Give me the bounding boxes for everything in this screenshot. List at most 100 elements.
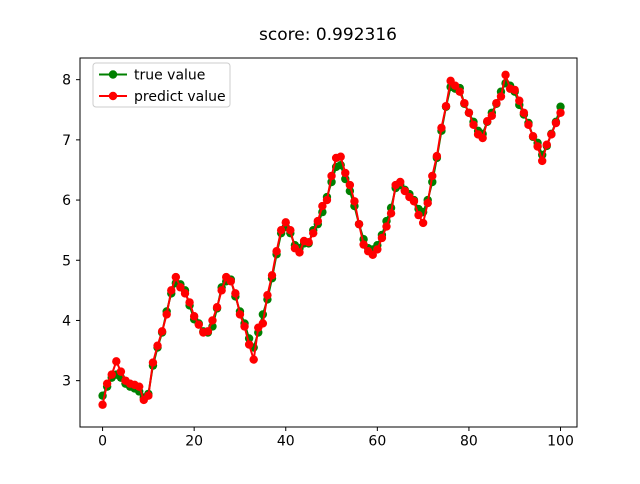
data-point-predict <box>515 96 524 105</box>
y-tick-label: 3 <box>62 374 71 390</box>
data-point-predict <box>194 320 203 329</box>
data-point-predict <box>501 70 510 80</box>
data-point-predict <box>542 140 551 149</box>
data-point-predict <box>153 341 162 350</box>
data-point-predict <box>295 248 304 257</box>
data-point-predict <box>176 283 185 292</box>
data-point-predict <box>272 247 281 256</box>
series-line-true <box>101 81 562 399</box>
data-point-predict <box>556 108 565 117</box>
data-point-predict <box>510 85 519 95</box>
data-point-predict <box>327 171 336 181</box>
data-point-predict <box>414 210 423 220</box>
data-point-predict <box>428 171 437 181</box>
data-point-predict <box>276 225 286 235</box>
data-point-predict <box>432 151 442 161</box>
data-point-predict <box>244 340 254 349</box>
data-point-predict <box>189 312 199 321</box>
data-point-predict <box>524 120 533 130</box>
data-point-predict <box>217 286 226 295</box>
data-point-predict <box>116 367 126 376</box>
y-tick-label: 6 <box>62 193 71 209</box>
data-point-predict <box>547 130 556 139</box>
data-point-predict <box>377 233 387 243</box>
axes-spines <box>79 57 578 428</box>
data-point-predict <box>135 382 144 391</box>
data-point-predict <box>469 120 478 130</box>
data-point-predict <box>240 322 249 331</box>
y-tick-label: 8 <box>62 73 71 89</box>
data-point-predict <box>212 303 222 312</box>
data-point-predict <box>396 177 405 187</box>
data-point-predict <box>267 271 277 280</box>
data-point-predict <box>487 111 497 120</box>
data-point-predict <box>304 237 313 247</box>
data-point-predict <box>281 218 290 227</box>
y-tick-label: 7 <box>62 133 71 149</box>
data-point-predict <box>350 197 359 206</box>
data-point-predict <box>231 289 240 298</box>
data-point-predict <box>478 133 487 143</box>
data-point-predict <box>309 228 318 238</box>
data-point-predict <box>185 298 194 307</box>
data-point-predict <box>437 123 446 133</box>
data-point-predict <box>492 98 501 108</box>
data-point-predict <box>98 400 107 409</box>
data-point-predict <box>162 310 171 319</box>
x-tick-label: 0 <box>98 434 107 450</box>
data-point-predict <box>318 201 327 211</box>
legend-entry-true: true value <box>99 68 205 84</box>
data-point-predict <box>107 370 116 379</box>
data-point-predict <box>249 355 258 364</box>
data-point-predict <box>258 319 268 328</box>
data-point-predict <box>551 118 561 128</box>
data-point-predict <box>148 358 158 367</box>
data-point-predict <box>180 289 190 298</box>
data-point-predict <box>112 357 121 366</box>
data-point-predict <box>144 391 153 400</box>
x-tick-label: 20 <box>185 434 203 450</box>
data-point-predict <box>450 81 460 90</box>
data-point-predict <box>409 197 419 206</box>
data-point-predict <box>102 379 112 388</box>
data-point-predict <box>496 92 506 101</box>
data-point-predict <box>226 277 235 286</box>
data-point-predict <box>423 198 432 208</box>
data-point-predict <box>313 216 323 226</box>
data-point-predict <box>322 195 332 205</box>
data-point-predict <box>519 108 529 117</box>
data-point-predict <box>171 272 181 282</box>
data-point-predict <box>208 316 217 325</box>
plot-area: 0 20 40 60 80 100 3 4 5 6 7 8 <box>62 57 578 450</box>
data-point-predict <box>528 132 538 141</box>
data-point-predict <box>263 290 272 300</box>
data-point-predict <box>455 87 464 96</box>
x-tick-label: 60 <box>368 434 386 450</box>
data-point-predict <box>386 209 396 218</box>
legend: true value predict value <box>92 62 231 108</box>
legend-box <box>92 62 231 108</box>
data-point-predict <box>359 240 368 249</box>
data-point-predict <box>537 156 547 166</box>
legend-label-predict: predict value <box>134 89 226 105</box>
data-point-predict <box>341 168 350 178</box>
data-point-predict <box>460 98 469 108</box>
data-point-predict <box>373 245 382 254</box>
x-tick-label: 80 <box>460 434 478 450</box>
data-point-predict <box>286 225 295 235</box>
data-point-predict <box>400 186 410 196</box>
data-point-predict <box>533 142 542 151</box>
data-point-predict <box>157 327 167 336</box>
legend-sample-marker-predict-icon <box>108 91 118 101</box>
data-point-predict <box>354 219 364 229</box>
data-point-predict <box>167 286 176 295</box>
chart-title: score: 0.992316 <box>259 25 397 45</box>
data-point-predict <box>345 180 355 190</box>
y-tick-label: 5 <box>62 253 71 269</box>
legend-sample-marker-true-icon <box>108 70 118 79</box>
legend-label-true: true value <box>134 68 205 84</box>
data-point-predict <box>203 327 213 336</box>
x-tick-label: 40 <box>277 434 295 450</box>
